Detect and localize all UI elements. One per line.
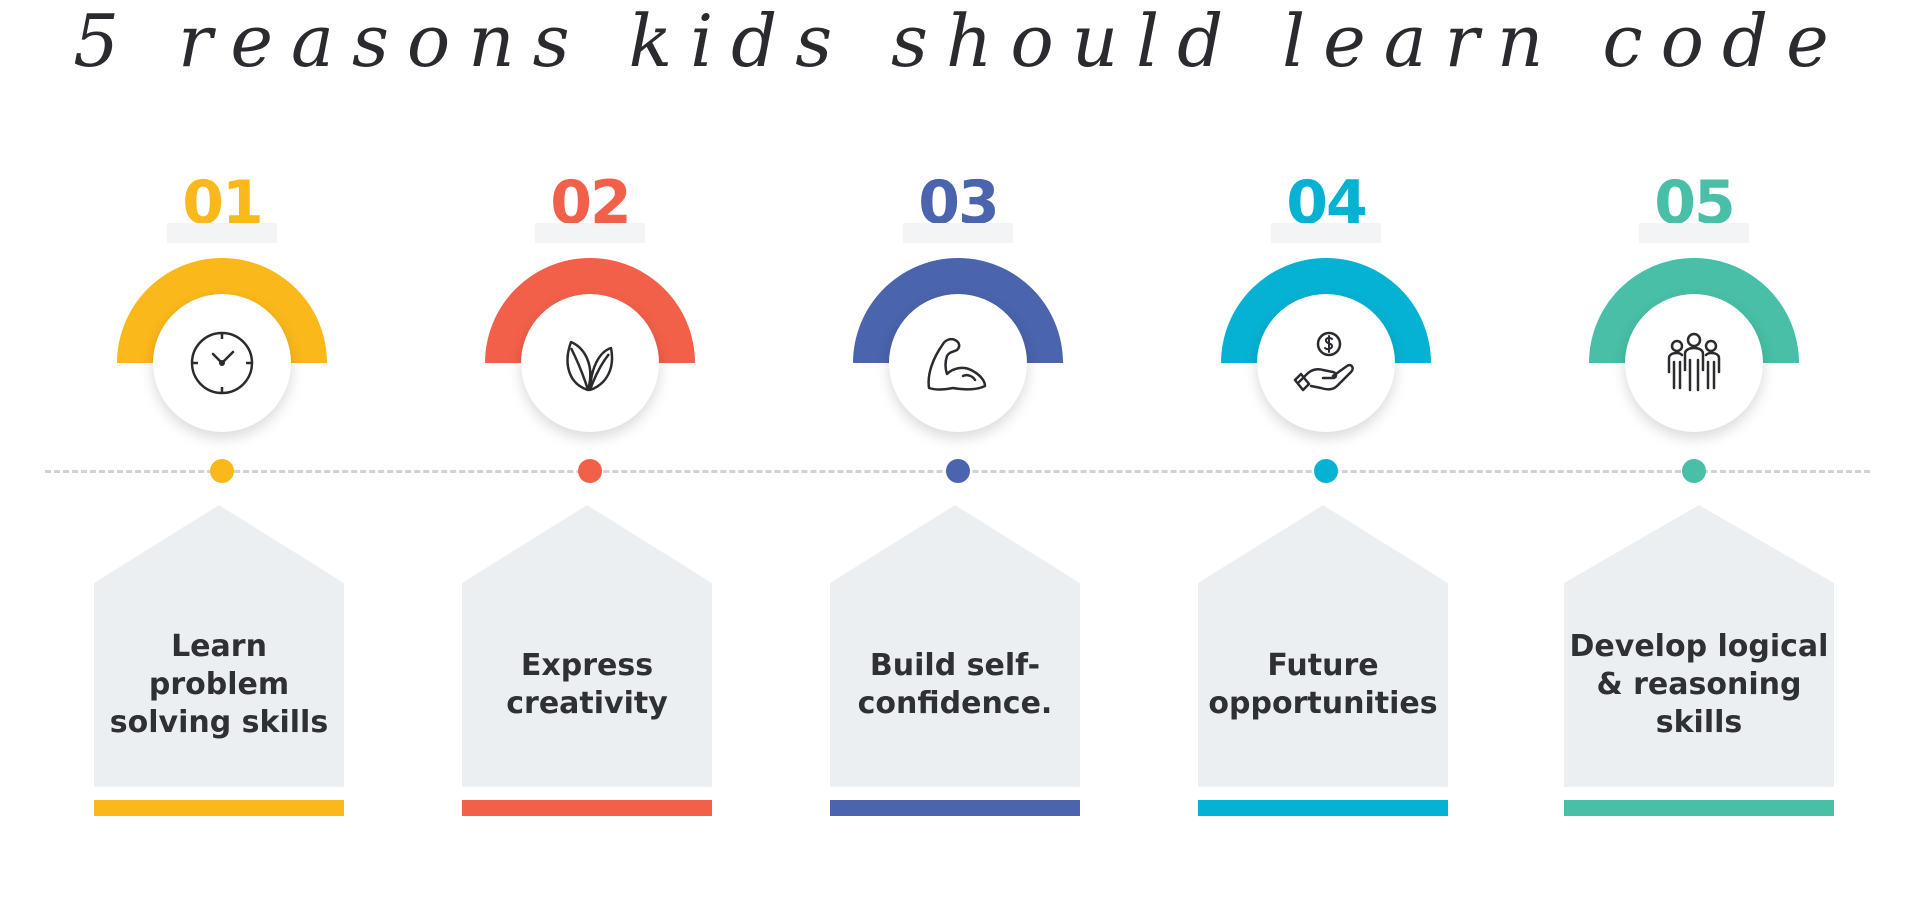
reason-item-2: 02 Express creativity <box>462 0 745 900</box>
page-title: 5 reasons kids should learn code <box>73 0 1847 83</box>
reason-label: Future opportunities <box>1208 648 1438 721</box>
color-bar <box>1198 800 1448 816</box>
number-underline <box>1271 223 1381 243</box>
number-underline <box>903 223 1013 243</box>
timeline-dot <box>210 459 234 483</box>
reason-label: Learn problem solving skills <box>109 629 329 740</box>
timeline-dot <box>1682 459 1706 483</box>
color-bar <box>94 800 344 816</box>
reason-item-4: 04 Future opportunities <box>1198 0 1481 900</box>
reason-label: Develop logical & reasoning skills <box>1569 629 1829 740</box>
reason-card: Learn problem solving skills <box>94 505 344 787</box>
color-bar <box>1564 800 1834 816</box>
leaf-icon <box>566 340 614 392</box>
icon-circle <box>1257 294 1395 432</box>
reason-card: Express creativity <box>462 505 712 787</box>
timeline-dot <box>578 459 602 483</box>
icon-circle <box>889 294 1027 432</box>
color-bar <box>462 800 712 816</box>
reason-item-5: 05 Develop logical & reasoning skills <box>1564 0 1849 900</box>
number-underline <box>167 223 277 243</box>
icon-circle <box>153 294 291 432</box>
timeline-dot <box>1314 459 1338 483</box>
clock-icon <box>190 331 254 395</box>
color-bar <box>830 800 1080 816</box>
number-underline <box>535 223 645 243</box>
reason-label: Build self- confidence. <box>857 648 1053 721</box>
reason-card: Future opportunities <box>1198 505 1448 787</box>
reason-label: Express creativity <box>506 648 668 721</box>
icon-circle <box>521 294 659 432</box>
timeline-dot <box>946 459 970 483</box>
reason-item-3: 03 Build self- confidence. <box>830 0 1113 900</box>
reason-item-1: 01 Learn problem solving skills <box>94 0 377 900</box>
number-underline <box>1639 223 1749 243</box>
people-group-icon <box>1667 332 1721 392</box>
flexed-arm-icon <box>927 337 987 391</box>
icon-circle <box>1625 294 1763 432</box>
reason-card: Build self- confidence. <box>830 505 1080 787</box>
reason-card: Develop logical & reasoning skills <box>1564 505 1834 787</box>
hand-coin-icon <box>1293 331 1354 392</box>
